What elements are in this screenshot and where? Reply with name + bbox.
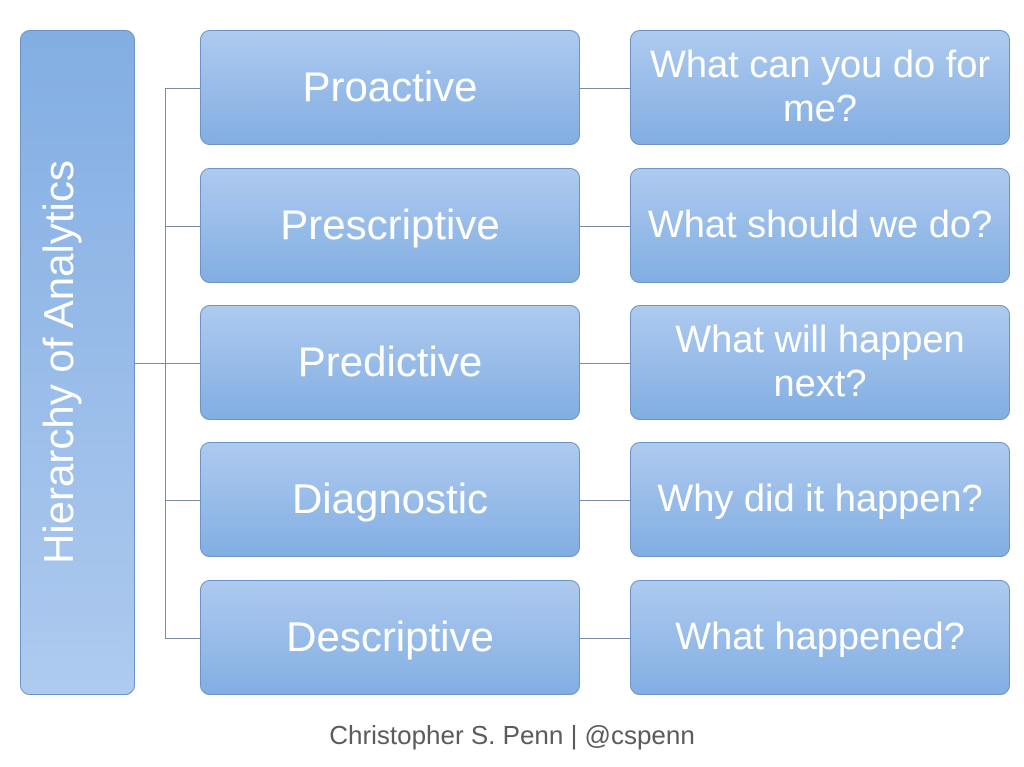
- connector-h: [165, 88, 200, 89]
- question-label: What happened?: [645, 616, 995, 660]
- question-node-descriptive: What happened?: [630, 580, 1010, 695]
- root-node: Hierarchy of Analytics: [20, 30, 135, 695]
- attribution-footer: Christopher S. Penn | @cspenn: [0, 720, 1024, 751]
- connector-h: [580, 363, 630, 364]
- question-label: Why did it happen?: [645, 478, 995, 522]
- connector-h: [165, 226, 200, 227]
- question-node-prescriptive: What should we do?: [630, 168, 1010, 283]
- category-label: Prescriptive: [215, 201, 565, 249]
- connector-h: [580, 88, 630, 89]
- category-node-diagnostic: Diagnostic: [200, 442, 580, 557]
- question-node-predictive: What will happen next?: [630, 305, 1010, 420]
- question-node-proactive: What can you do for me?: [630, 30, 1010, 145]
- category-label: Proactive: [215, 63, 565, 111]
- connector-h: [580, 226, 630, 227]
- question-label: What can you do for me?: [645, 44, 995, 131]
- diagram-stage: Hierarchy of Analytics Proactive What ca…: [0, 0, 1024, 767]
- root-label: Hierarchy of Analytics: [35, 161, 120, 565]
- category-node-proactive: Proactive: [200, 30, 580, 145]
- connector-h: [580, 500, 630, 501]
- connector-h: [580, 638, 630, 639]
- connector-h: [135, 363, 165, 364]
- category-label: Descriptive: [215, 613, 565, 661]
- category-node-descriptive: Descriptive: [200, 580, 580, 695]
- category-label: Diagnostic: [215, 475, 565, 523]
- question-label: What should we do?: [645, 204, 995, 248]
- category-node-predictive: Predictive: [200, 305, 580, 420]
- question-label: What will happen next?: [645, 319, 995, 406]
- category-node-prescriptive: Prescriptive: [200, 168, 580, 283]
- connector-h: [165, 363, 200, 364]
- question-node-diagnostic: Why did it happen?: [630, 442, 1010, 557]
- category-label: Predictive: [215, 338, 565, 386]
- connector-h: [165, 500, 200, 501]
- connector-h: [165, 638, 200, 639]
